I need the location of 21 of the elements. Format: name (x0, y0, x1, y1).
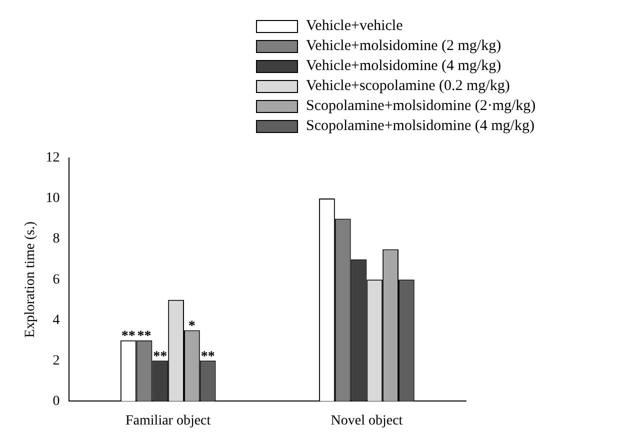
y-axis-title: Exploration time (s.) (23, 221, 38, 338)
annotation: ** (137, 329, 152, 344)
y-tick-label: 10 (46, 191, 60, 206)
y-tick-label: 2 (52, 353, 60, 368)
legend-label: Vehicle+molsidomine (4 mg/kg) (306, 57, 502, 76)
y-tick-label: 4 (52, 312, 60, 328)
y-tick-label: 8 (52, 232, 60, 247)
x-tick-label: Novel object (330, 413, 403, 428)
annotation: * (188, 318, 196, 334)
annotation: ** (153, 349, 168, 364)
annotation: ** (121, 329, 136, 344)
annotation: ** (200, 349, 215, 364)
x-tick-label: Familiar object (126, 413, 211, 428)
legend-label: Vehicle+molsidomine (2 mg/kg) (306, 37, 502, 56)
legend-label: Scopolamine+molsidomine (2·mg/kg) (306, 97, 536, 116)
y-tick-label: 0 (52, 394, 60, 409)
legend-label: Vehicle+vehicle (306, 17, 403, 36)
y-tick-label: 6 (52, 272, 60, 288)
legend-label: Scopolamine+molsidomine (4 mg/kg) (306, 117, 534, 136)
y-tick-label: 12 (46, 150, 60, 166)
legend-label: Vehicle+scopolamine (0.2 mg/kg) (306, 77, 510, 96)
